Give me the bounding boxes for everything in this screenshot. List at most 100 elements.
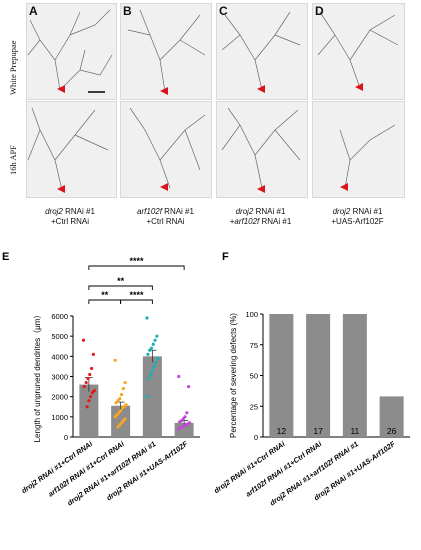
e-sig-bracket-3 bbox=[120, 299, 153, 304]
caption-c-line1-rest: RNAi #1 bbox=[253, 207, 286, 216]
caption-c: droj2 RNAi #1 +arf102f RNAi #1 bbox=[229, 207, 292, 226]
e-point-3-1 bbox=[187, 384, 191, 389]
e-sig-label-3: **** bbox=[129, 290, 144, 300]
e-ytick-label-2: 2000 bbox=[51, 393, 68, 402]
image-a-16h-apf bbox=[26, 101, 117, 198]
e-point-2-12 bbox=[147, 376, 151, 381]
e-bar-1 bbox=[111, 405, 131, 437]
f-ytick-label-4: 100 bbox=[245, 310, 258, 319]
row-label-16h-apf: 16h APF bbox=[8, 145, 18, 175]
caption-c-line2-rest: RNAi #1 bbox=[259, 217, 292, 226]
e-point-3-13 bbox=[177, 427, 181, 431]
caption-d-line1-rest: RNAi #1 bbox=[350, 207, 383, 216]
e-ytick-label-6: 6000 bbox=[51, 312, 68, 321]
f-bar-3 bbox=[379, 396, 404, 437]
caption-b: arf102f RNAi #1 +Ctrl RNAi bbox=[113, 207, 218, 227]
caption-d: droj2 RNAi #1 +UAS-Arf102F bbox=[305, 207, 410, 227]
e-bar-3 bbox=[174, 422, 194, 437]
caption-b-line1-italic: arf102f bbox=[137, 207, 162, 216]
row-label-white-prepupae: White Prepupae bbox=[8, 40, 18, 95]
e-point-0-3 bbox=[88, 372, 92, 377]
e-point-0-9 bbox=[89, 395, 93, 399]
e-sig-label-2: ** bbox=[101, 290, 109, 300]
e-sig-label-0: **** bbox=[129, 256, 144, 266]
e-point-3-6 bbox=[178, 420, 182, 424]
e-y-axis-label: Length of unpruned dendrites（μm） bbox=[33, 311, 42, 443]
e-point-2-8 bbox=[154, 360, 158, 364]
e-point-2-10 bbox=[150, 368, 154, 373]
caption-c-line2-italic: arf102f bbox=[234, 217, 260, 226]
e-point-2-0 bbox=[145, 316, 149, 320]
f-bar-0 bbox=[269, 314, 294, 437]
panel-letter-b: B bbox=[123, 4, 132, 18]
e-sig-bracket-1 bbox=[88, 285, 153, 290]
e-point-0-8 bbox=[90, 391, 95, 395]
caption-a-line1-italic: droj2 bbox=[45, 207, 63, 216]
e-sig-bracket-2 bbox=[88, 299, 122, 304]
e-point-2-13 bbox=[145, 395, 149, 399]
e-point-0-5 bbox=[84, 380, 88, 385]
caption-a: droj2 RNAi #1 +Ctrl RNAi bbox=[20, 207, 120, 227]
e-bar-0 bbox=[79, 384, 99, 437]
e-point-1-3 bbox=[119, 393, 124, 397]
e-point-1-9 bbox=[120, 406, 125, 410]
panel-letter-f: F bbox=[222, 251, 229, 263]
e-point-1-18 bbox=[116, 425, 120, 429]
e-point-2-2 bbox=[153, 338, 157, 342]
e-ytick-label-3: 3000 bbox=[51, 373, 68, 382]
e-sig-label-1: ** bbox=[117, 276, 125, 286]
caption-c-line1-italic: droj2 bbox=[235, 207, 254, 216]
e-point-0-0 bbox=[81, 338, 86, 342]
e-point-2-7 bbox=[156, 356, 160, 360]
e-point-1-0 bbox=[113, 358, 117, 362]
caption-b-line1-rest: RNAi #1 bbox=[161, 207, 194, 216]
panel-letter-e: E bbox=[2, 251, 9, 263]
e-sig-bracket-0 bbox=[88, 265, 185, 270]
caption-b-line2-rest: +Ctrl RNAi bbox=[146, 217, 185, 226]
caption-d-line2-rest: +UAS-Arf102F bbox=[331, 217, 384, 226]
image-c-16h-apf bbox=[216, 101, 308, 198]
e-point-0-4 bbox=[86, 376, 90, 381]
e-ytick-label-1: 1000 bbox=[51, 413, 68, 422]
image-b-16h-apf bbox=[120, 101, 212, 198]
caption-a-line1-rest: RNAi #1 bbox=[62, 207, 95, 216]
e-point-2-1 bbox=[155, 334, 159, 338]
e-ytick-label-0: 0 bbox=[64, 433, 68, 442]
e-point-2-5 bbox=[148, 348, 152, 352]
e-point-0-11 bbox=[85, 405, 89, 409]
f-count-1: 17 bbox=[313, 426, 323, 436]
e-point-2-3 bbox=[151, 342, 155, 346]
panel-letter-c: C bbox=[219, 4, 228, 18]
e-point-0-10 bbox=[87, 399, 91, 403]
e-point-2-9 bbox=[152, 364, 156, 369]
panel-letter-a: A bbox=[29, 4, 38, 18]
f-ytick-label-2: 50 bbox=[250, 372, 258, 381]
f-count-3: 26 bbox=[387, 426, 397, 436]
e-point-0-1 bbox=[91, 352, 95, 356]
e-point-3-0 bbox=[177, 374, 181, 379]
e-point-3-2 bbox=[185, 411, 189, 415]
f-y-axis-label: Percentage of severing defects (%) bbox=[229, 313, 238, 438]
e-point-0-6 bbox=[82, 384, 86, 389]
e-point-2-6 bbox=[146, 352, 150, 356]
caption-d-line1-italic: droj2 bbox=[332, 207, 351, 216]
e-ytick-label-4: 4000 bbox=[51, 352, 68, 361]
e-point-1-2 bbox=[121, 387, 125, 391]
e-point-2-11 bbox=[148, 372, 153, 377]
f-ytick-label-1: 25 bbox=[250, 402, 258, 411]
e-point-1-6 bbox=[114, 401, 118, 405]
f-count-2: 11 bbox=[350, 426, 359, 436]
e-ytick-label-5: 5000 bbox=[51, 332, 68, 341]
dendrite-overlay bbox=[27, 9, 399, 193]
e-point-1-13 bbox=[113, 415, 117, 419]
panel-letter-d: D bbox=[315, 4, 324, 18]
image-a-white-prepupae bbox=[26, 3, 117, 100]
e-point-1-1 bbox=[123, 380, 127, 385]
e-bar-2 bbox=[142, 356, 162, 437]
e-point-0-2 bbox=[89, 366, 94, 371]
f-count-0: 12 bbox=[277, 426, 287, 436]
f-bar-2 bbox=[342, 314, 367, 437]
f-ytick-label-0: 0 bbox=[254, 433, 258, 442]
caption-a-line2-rest: +Ctrl RNAi bbox=[50, 217, 89, 226]
